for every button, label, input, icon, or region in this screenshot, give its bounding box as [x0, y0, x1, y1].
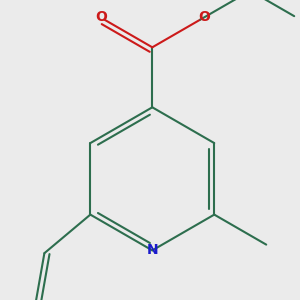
- Text: O: O: [198, 10, 210, 24]
- Text: N: N: [146, 243, 158, 257]
- Text: O: O: [95, 10, 107, 24]
